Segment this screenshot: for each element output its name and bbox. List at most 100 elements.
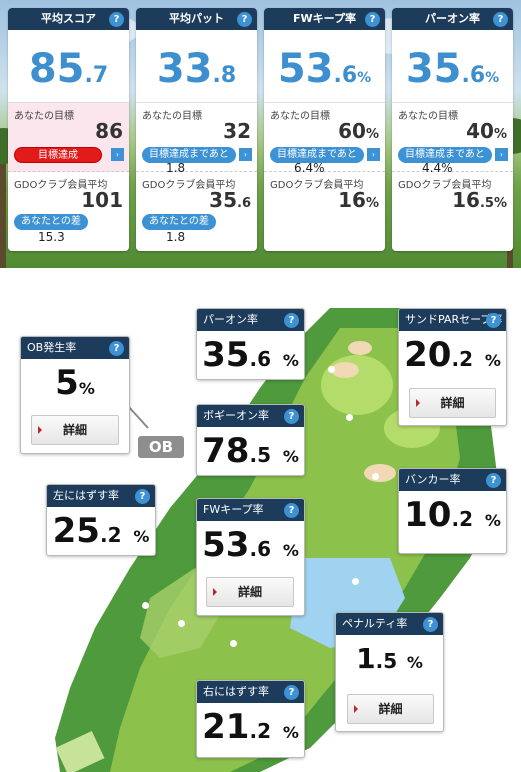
help-icon[interactable]: ? [486, 313, 501, 328]
average-dec: .5 [479, 196, 494, 211]
value-unit: % [282, 723, 299, 742]
value-dec: .5 [375, 649, 398, 673]
goal-value: 32 [223, 119, 251, 143]
value-int: 53 [202, 525, 250, 565]
stat-box-ob: OB発生率? 5% 詳細 [20, 336, 130, 454]
detail-label: 詳細 [62, 423, 87, 437]
box-title: パーオン率 [203, 313, 258, 326]
triangle-icon [213, 588, 217, 596]
ob-connector [127, 405, 149, 429]
box-header: ボギーオン率? [197, 405, 304, 427]
help-icon[interactable]: ? [135, 489, 150, 504]
value-dec: .2 [451, 347, 473, 371]
difference-value: 1.8 [166, 230, 186, 244]
average-section: GDOクラブ会員平均 35.6 あなたとの差 1.8 [136, 172, 257, 250]
goal-section: あなたの目標 86 目標達成 › [8, 102, 129, 172]
goal-label: あなたの目標 [270, 111, 330, 122]
average-dec: .6 [237, 196, 251, 211]
course-map-section: OB OB発生率? 5% 詳細 パーオン率? 35.6 % サンドPARセーブ率… [0, 268, 521, 772]
box-value: 5% [21, 359, 129, 413]
help-icon[interactable]: ? [284, 409, 299, 424]
value-int: 78 [202, 431, 250, 471]
help-icon[interactable]: ? [284, 503, 299, 518]
arrow-right-icon[interactable]: › [495, 148, 508, 161]
value-int: 21 [202, 707, 250, 747]
help-icon[interactable]: ? [237, 12, 252, 27]
stat-card-fw-keep: FWキープ率? 53.6% あなたの目標 60% 目標達成まであと › 6.4%… [264, 8, 385, 251]
help-icon[interactable]: ? [109, 12, 124, 27]
help-icon[interactable]: ? [423, 617, 438, 632]
detail-button[interactable]: 詳細 [347, 694, 434, 724]
stat-card-average-score: 平均スコア? 85.7 あなたの目標 86 目標達成 › GDOクラブ会員平均 … [8, 8, 129, 251]
goal-int: 40 [466, 119, 494, 143]
card-header: 平均スコア? [8, 8, 129, 30]
box-value: 35.6 % [197, 331, 304, 379]
box-value: 21.2 % [197, 703, 304, 757]
arrow-right-icon[interactable]: › [367, 148, 380, 161]
box-title: 右にはずす率 [203, 685, 269, 698]
card-value: 85.7 [8, 30, 129, 102]
value-unit: % [485, 70, 500, 86]
difference-badge: あなたとの差 [142, 214, 216, 230]
help-icon[interactable]: ? [365, 12, 380, 27]
box-value: 78.5 % [197, 427, 304, 475]
value-dec: .6 [333, 63, 358, 88]
help-icon[interactable]: ? [493, 12, 508, 27]
goal-int: 86 [95, 119, 123, 143]
average-int: 16 [338, 188, 366, 212]
value-unit: % [484, 511, 501, 530]
average-int: 16 [452, 188, 480, 212]
stat-box-miss-right: 右にはずす率? 21.2 % [196, 680, 305, 758]
detail-button[interactable]: 詳細 [31, 415, 119, 445]
triangle-icon [416, 399, 420, 407]
box-header: OB発生率? [21, 337, 129, 359]
help-icon[interactable]: ? [109, 341, 124, 356]
stat-box-sand-par-save: サンドPARセーブ率? 20.2 % 詳細 [398, 308, 507, 426]
ob-tag: OB [138, 436, 184, 458]
remaining-value: 1.8 [166, 161, 186, 175]
value-dec: .7 [84, 63, 109, 88]
box-value: 25.2 % [47, 507, 155, 555]
value-int: 20 [404, 335, 452, 375]
stat-box-bunker: バンカー率? 10.2 % [398, 468, 507, 554]
goal-label: あなたの目標 [398, 111, 458, 122]
average-value: 16.5% [452, 188, 507, 212]
card-header: FWキープ率? [264, 8, 385, 30]
box-header: FWキープ率? [197, 499, 304, 521]
triangle-icon [354, 705, 358, 713]
green-area [321, 355, 393, 415]
help-icon[interactable]: ? [284, 685, 299, 700]
box-title: ボギーオン率 [203, 409, 269, 422]
card-value: 33.8 [136, 30, 257, 102]
tee-area [55, 730, 105, 772]
arrow-right-icon[interactable]: › [239, 148, 252, 161]
value-unit: % [484, 351, 501, 370]
marker-dot [372, 473, 379, 480]
box-title: FWキープ率 [203, 503, 264, 516]
goal-unit: % [365, 127, 379, 142]
box-title: バンカー率 [405, 473, 461, 486]
detail-button[interactable]: 詳細 [206, 577, 294, 607]
card-title: 平均スコア [41, 12, 96, 25]
stat-box-par-on: パーオン率? 35.6 % [196, 308, 305, 380]
average-label: GDOクラブ会員平均 [14, 180, 108, 191]
box-title: ペナルティ率 [342, 617, 408, 630]
stat-card-average-putt: 平均パット? 33.8 あなたの目標 32 目標達成まであと › 1.8 GDO… [136, 8, 257, 251]
summary-section: 平均スコア? 85.7 あなたの目標 86 目標達成 › GDOクラブ会員平均 … [0, 0, 521, 268]
value-int: 10 [404, 495, 452, 535]
box-header: パーオン率? [197, 309, 304, 331]
remaining-badge: 目標達成まであと [142, 147, 236, 163]
difference-value: 15.3 [38, 230, 65, 244]
box-title: 左にはずす率 [53, 489, 119, 502]
goal-value: 40% [466, 119, 507, 143]
value-unit: % [406, 653, 423, 672]
detail-button[interactable]: 詳細 [409, 388, 496, 418]
arrow-right-icon[interactable]: › [111, 148, 124, 161]
help-icon[interactable]: ? [486, 473, 501, 488]
card-title: 平均パット [169, 12, 224, 25]
help-icon[interactable]: ? [284, 313, 299, 328]
box-value: 10.2 % [399, 491, 506, 545]
average-unit: % [365, 196, 379, 211]
goal-label: あなたの目標 [14, 111, 74, 122]
box-header: 左にはずす率? [47, 485, 155, 507]
